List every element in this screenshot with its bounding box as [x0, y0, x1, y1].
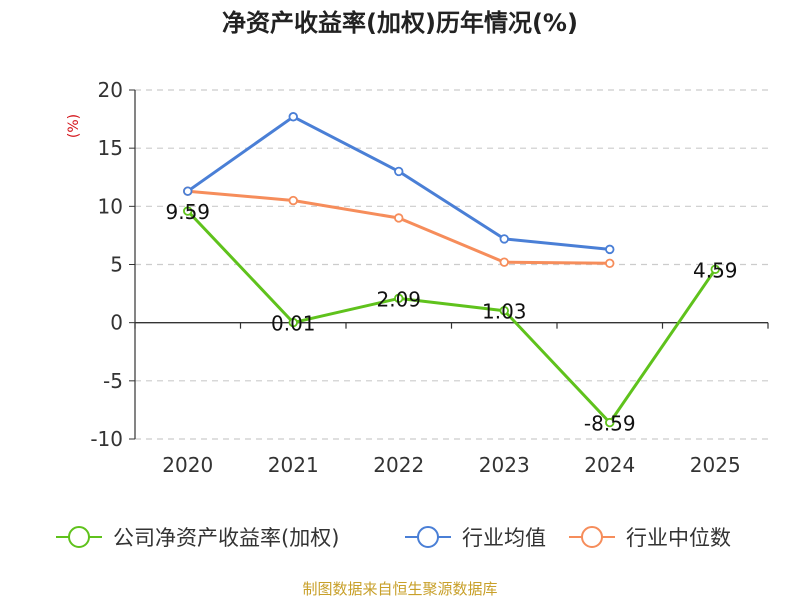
legend-item-industry_median[interactable]: 行业中位数 — [569, 526, 731, 550]
legend[interactable]: 公司净资产收益率(加权) 行业均值 行业中位数 — [56, 526, 731, 550]
y-tick-label: -10 — [90, 427, 123, 451]
data-point-industry_avg[interactable] — [183, 186, 193, 196]
x-tick-label: 2022 — [373, 453, 424, 477]
data-point-industry_median[interactable] — [288, 195, 298, 206]
y-tick-label: 15 — [98, 136, 123, 160]
data-point-industry_avg[interactable] — [394, 166, 404, 177]
data-point-industry_avg[interactable] — [605, 244, 615, 255]
legend-label: 行业中位数 — [626, 526, 731, 550]
grid-lines — [135, 89, 768, 440]
data-point-company[interactable] — [499, 305, 509, 316]
data-point-company[interactable] — [710, 264, 720, 274]
y-tick-label: 5 — [110, 253, 123, 277]
legend-label: 公司净资产收益率(加权) — [113, 526, 339, 550]
series-line-company — [186, 209, 717, 425]
data-label: 4.59 — [693, 258, 738, 282]
legend-marker — [581, 526, 603, 548]
y-tick-label: 0 — [110, 311, 123, 335]
data-label: 9.59 — [165, 200, 210, 224]
series-line-industry_median — [186, 189, 612, 265]
x-tick-label: 2020 — [162, 453, 213, 477]
data-label: 0.01 — [271, 312, 316, 336]
data-label: 1.03 — [482, 300, 527, 324]
y-tick-label: 10 — [98, 194, 123, 218]
legend-marker — [68, 526, 90, 548]
data-point-industry_avg[interactable] — [288, 112, 298, 122]
data-label: 2.09 — [376, 287, 421, 311]
data-point-industry_median[interactable] — [605, 258, 615, 269]
series-layer — [183, 112, 720, 428]
y-axis-unit-label: (%) — [66, 114, 82, 138]
data-point-industry_avg[interactable] — [499, 234, 509, 244]
data-point-company[interactable] — [183, 206, 193, 216]
legend-item-company[interactable]: 公司净资产收益率(加权) — [56, 526, 339, 550]
data-label: -8.59 — [584, 412, 636, 436]
legend-label: 行业均值 — [462, 526, 546, 550]
data-point-company[interactable] — [605, 417, 615, 428]
y-tick-label: 20 — [98, 78, 123, 102]
x-tick-label: 2023 — [479, 453, 530, 477]
data-point-industry_median[interactable] — [394, 213, 404, 223]
chart-title: 净资产收益率(加权)历年情况(%) — [222, 9, 578, 37]
data-point-industry_median[interactable] — [499, 257, 509, 267]
legend-item-industry_avg[interactable]: 行业均值 — [405, 526, 546, 550]
legend-marker — [417, 526, 439, 548]
data-source-note: 制图数据来自恒生聚源数据库 — [302, 580, 497, 598]
data-labels: 9.59 0.01 2.09 1.03 -8.59 4.59 — [165, 200, 737, 435]
y-tick-label: -5 — [103, 369, 123, 393]
data-point-company[interactable] — [394, 293, 404, 304]
x-tick-label: 2024 — [584, 453, 635, 477]
series-line-industry_avg — [186, 115, 612, 251]
x-tick-label: 2021 — [268, 453, 319, 477]
x-tick-label: 2025 — [690, 453, 741, 477]
data-point-company[interactable] — [288, 317, 298, 328]
